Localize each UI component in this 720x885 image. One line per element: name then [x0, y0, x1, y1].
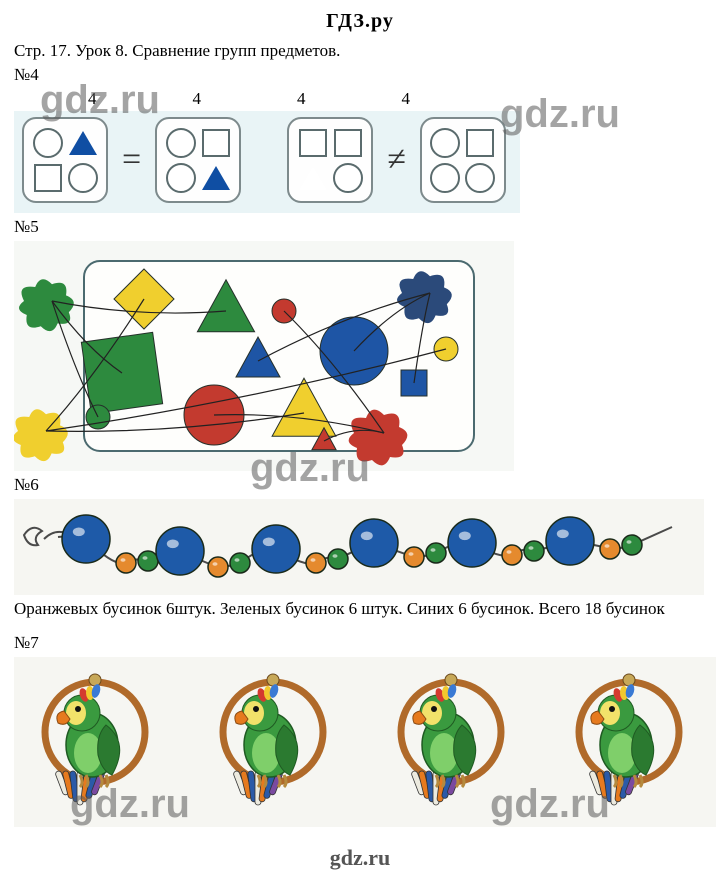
ex4-num: 4 — [297, 89, 306, 109]
ex4-num: 4 — [88, 89, 97, 109]
ex4-group-box — [420, 117, 506, 203]
ex4-top-numbers: 4 4 4 4 — [88, 89, 706, 109]
ex4-group-box — [155, 117, 241, 203]
ex4-label: №4 — [14, 65, 706, 85]
ex4-group-box — [22, 117, 108, 203]
parrot-icon — [20, 667, 170, 817]
ex4-num: 4 — [402, 89, 411, 109]
ex5-figure — [14, 241, 514, 471]
ex4-group-box — [287, 117, 373, 203]
ex7-label: №7 — [14, 633, 706, 653]
parrot-icon — [198, 667, 348, 817]
ex6-figure — [14, 499, 704, 595]
ex6-answer-text: Оранжевых бусинок 6штук. Зеленых бусинок… — [14, 599, 706, 619]
ex7-row — [14, 657, 716, 827]
comparison-symbol: = — [122, 141, 141, 179]
ex4-row: =≠ — [14, 111, 520, 213]
page-title: Стр. 17. Урок 8. Сравнение групп предмет… — [14, 41, 706, 61]
comparison-symbol: ≠ — [387, 141, 406, 179]
ex6-label: №6 — [14, 475, 706, 495]
site-logo-top: ГДЗ.ру — [14, 10, 706, 33]
parrot-icon — [376, 667, 526, 817]
site-logo-bottom: gdz.ru — [14, 845, 706, 871]
parrot-icon — [554, 667, 704, 817]
ex4-num: 4 — [193, 89, 202, 109]
ex5-label: №5 — [14, 217, 706, 237]
